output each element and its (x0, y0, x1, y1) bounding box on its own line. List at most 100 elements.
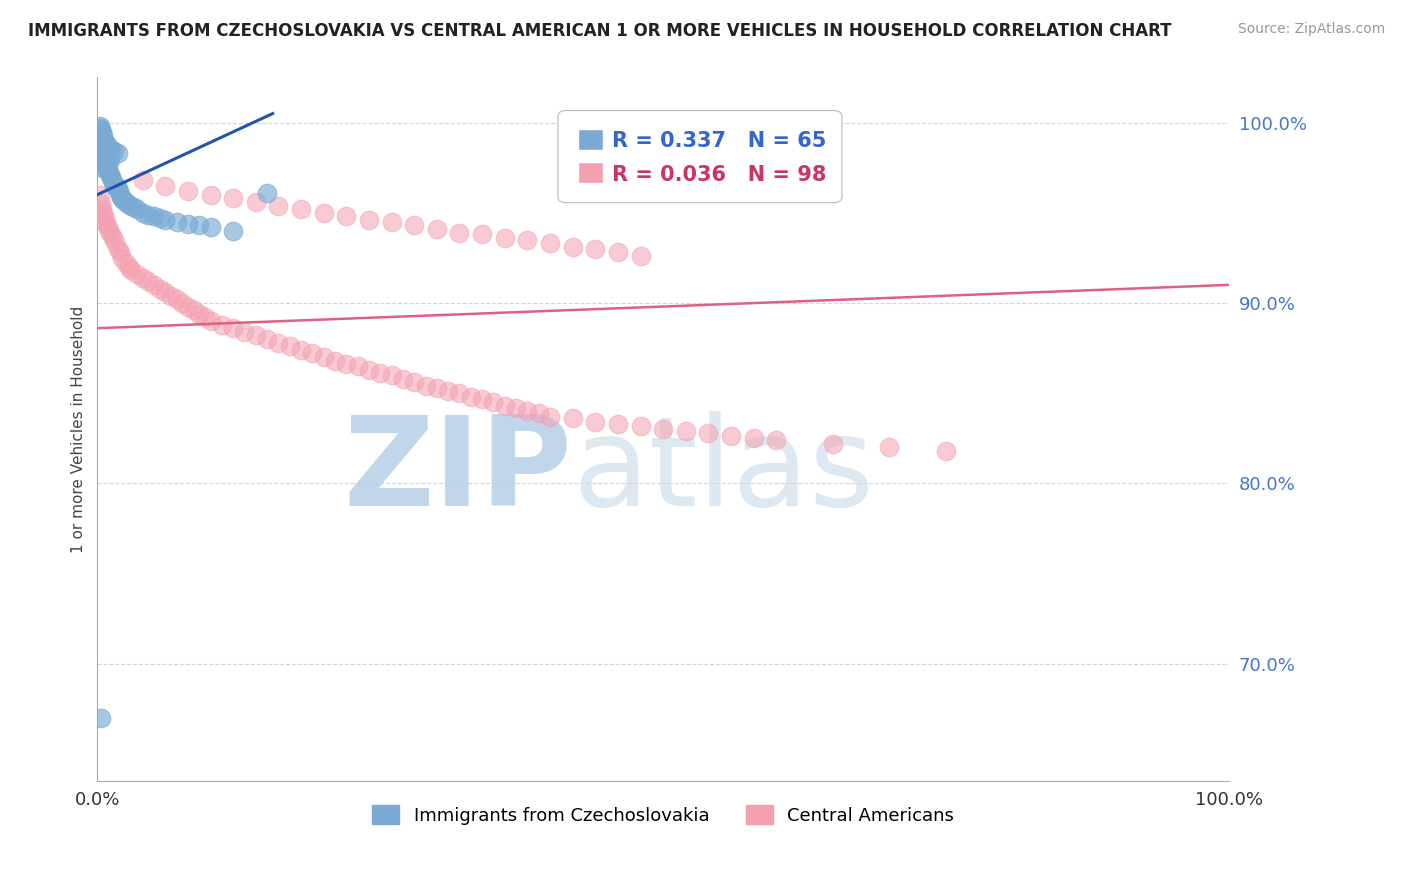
Point (177, 300, 200, 314)
Point (131, 270, 153, 285)
Point (97, 141, 120, 155)
Point (90, 161, 112, 175)
Point (606, 417, 628, 431)
Point (96, 150, 118, 164)
FancyBboxPatch shape (558, 111, 842, 202)
Point (89, 143, 111, 157)
Point (110, 189, 132, 203)
Point (290, 343, 312, 357)
Point (117, 196, 139, 211)
Point (290, 202, 312, 216)
Point (233, 325, 256, 339)
Point (256, 332, 278, 346)
Point (697, 425, 720, 440)
Point (91, 205, 114, 219)
Point (107, 182, 129, 196)
Point (821, 436, 844, 450)
Point (131, 173, 153, 187)
Point (98, 153, 121, 168)
Point (720, 429, 742, 443)
Point (97, 166, 120, 180)
Point (583, 242, 606, 256)
Point (96, 161, 118, 175)
Point (335, 210, 357, 224)
Point (107, 242, 129, 256)
Point (267, 335, 290, 350)
Point (90, 132, 112, 146)
Point (245, 328, 267, 343)
Point (278, 339, 301, 353)
Point (312, 205, 335, 219)
Point (426, 381, 449, 395)
Point (89, 187, 111, 202)
Point (104, 178, 127, 193)
Point (90, 122, 112, 136)
Point (323, 353, 346, 368)
Point (93, 210, 115, 224)
Point (267, 198, 290, 212)
Point (96, 137, 118, 152)
Point (449, 226, 471, 240)
Point (136, 208, 159, 222)
Point (94, 136, 117, 150)
Point (103, 177, 125, 191)
Point (312, 350, 335, 364)
Point (103, 145, 125, 159)
Point (90, 124, 112, 138)
Point (380, 215, 402, 229)
Point (105, 180, 128, 194)
Point (630, 418, 652, 433)
Point (100, 169, 122, 184)
Point (91, 137, 114, 152)
Point (155, 213, 177, 227)
Point (200, 314, 222, 328)
Text: ZIP: ZIP (344, 411, 572, 532)
Point (90, 127, 112, 141)
Point (93, 134, 115, 148)
Point (90, 202, 112, 216)
Point (122, 200, 145, 214)
Point (449, 386, 471, 401)
Point (97, 224, 120, 238)
Point (100, 227, 122, 242)
Point (155, 178, 177, 193)
Point (404, 376, 426, 390)
Point (108, 184, 131, 198)
Point (516, 233, 538, 247)
Point (172, 296, 194, 310)
Point (494, 399, 516, 413)
Text: atlas: atlas (572, 411, 875, 532)
Point (104, 235, 127, 249)
Text: R = 0.036   N = 98: R = 0.036 N = 98 (612, 164, 827, 185)
Point (90, 711, 112, 725)
Point (94, 157, 117, 171)
Point (675, 424, 697, 438)
Point (89, 119, 111, 133)
Point (256, 186, 278, 200)
Point (108, 245, 131, 260)
Legend: Immigrants from Czechoslovakia, Central Americans: Immigrants from Czechoslovakia, Central … (373, 805, 953, 825)
Point (94, 213, 117, 227)
Point (222, 224, 245, 238)
Point (194, 310, 217, 325)
Point (155, 285, 177, 299)
Point (742, 431, 765, 445)
Point (90, 122, 112, 136)
Point (89, 120, 111, 135)
Point (245, 194, 267, 209)
Point (96, 162, 118, 177)
Point (125, 202, 148, 216)
Point (879, 440, 901, 454)
Point (90, 196, 112, 211)
Point (114, 256, 136, 270)
Point (200, 220, 222, 235)
Y-axis label: 1 or more Vehicles in Household: 1 or more Vehicles in Household (72, 306, 86, 553)
Point (183, 303, 205, 318)
Point (346, 359, 368, 373)
Point (357, 362, 380, 376)
FancyBboxPatch shape (578, 129, 603, 150)
Point (471, 392, 494, 406)
Point (108, 187, 131, 202)
Text: Source: ZipAtlas.com: Source: ZipAtlas.com (1237, 22, 1385, 37)
FancyBboxPatch shape (578, 162, 603, 183)
